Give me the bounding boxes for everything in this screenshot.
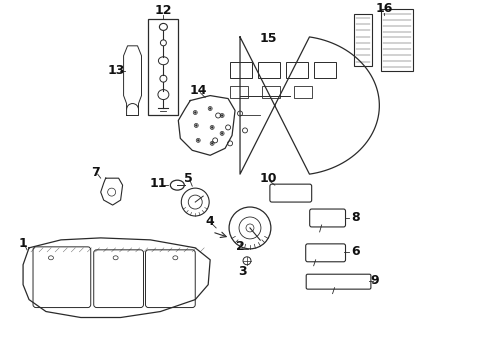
Text: 5: 5 bbox=[184, 172, 193, 185]
Text: 15: 15 bbox=[259, 32, 277, 45]
Bar bbox=[262, 86, 280, 98]
Bar bbox=[314, 62, 336, 78]
Bar bbox=[148, 19, 178, 116]
Ellipse shape bbox=[194, 112, 196, 113]
Text: 1: 1 bbox=[19, 237, 27, 250]
Ellipse shape bbox=[209, 108, 211, 109]
Text: 4: 4 bbox=[206, 216, 215, 229]
Text: 16: 16 bbox=[375, 3, 392, 15]
Ellipse shape bbox=[211, 126, 213, 129]
Text: 7: 7 bbox=[91, 166, 100, 179]
Bar bbox=[294, 86, 312, 98]
Text: 9: 9 bbox=[370, 274, 379, 287]
Text: 3: 3 bbox=[238, 265, 246, 278]
Text: 2: 2 bbox=[236, 240, 245, 253]
Bar bbox=[230, 86, 248, 98]
Text: 6: 6 bbox=[351, 245, 360, 258]
Ellipse shape bbox=[221, 114, 223, 117]
Text: 8: 8 bbox=[351, 211, 360, 225]
Text: 10: 10 bbox=[259, 172, 277, 185]
Bar bbox=[381, 9, 413, 71]
Bar bbox=[258, 62, 280, 78]
Ellipse shape bbox=[195, 125, 197, 126]
Ellipse shape bbox=[211, 142, 213, 144]
Bar bbox=[230, 62, 252, 78]
Ellipse shape bbox=[197, 139, 199, 141]
Text: 14: 14 bbox=[190, 84, 207, 97]
Ellipse shape bbox=[221, 132, 223, 134]
Text: 11: 11 bbox=[149, 177, 167, 190]
Bar bbox=[354, 14, 372, 66]
Text: 12: 12 bbox=[155, 4, 172, 18]
Bar bbox=[286, 62, 308, 78]
Text: 13: 13 bbox=[108, 64, 125, 77]
